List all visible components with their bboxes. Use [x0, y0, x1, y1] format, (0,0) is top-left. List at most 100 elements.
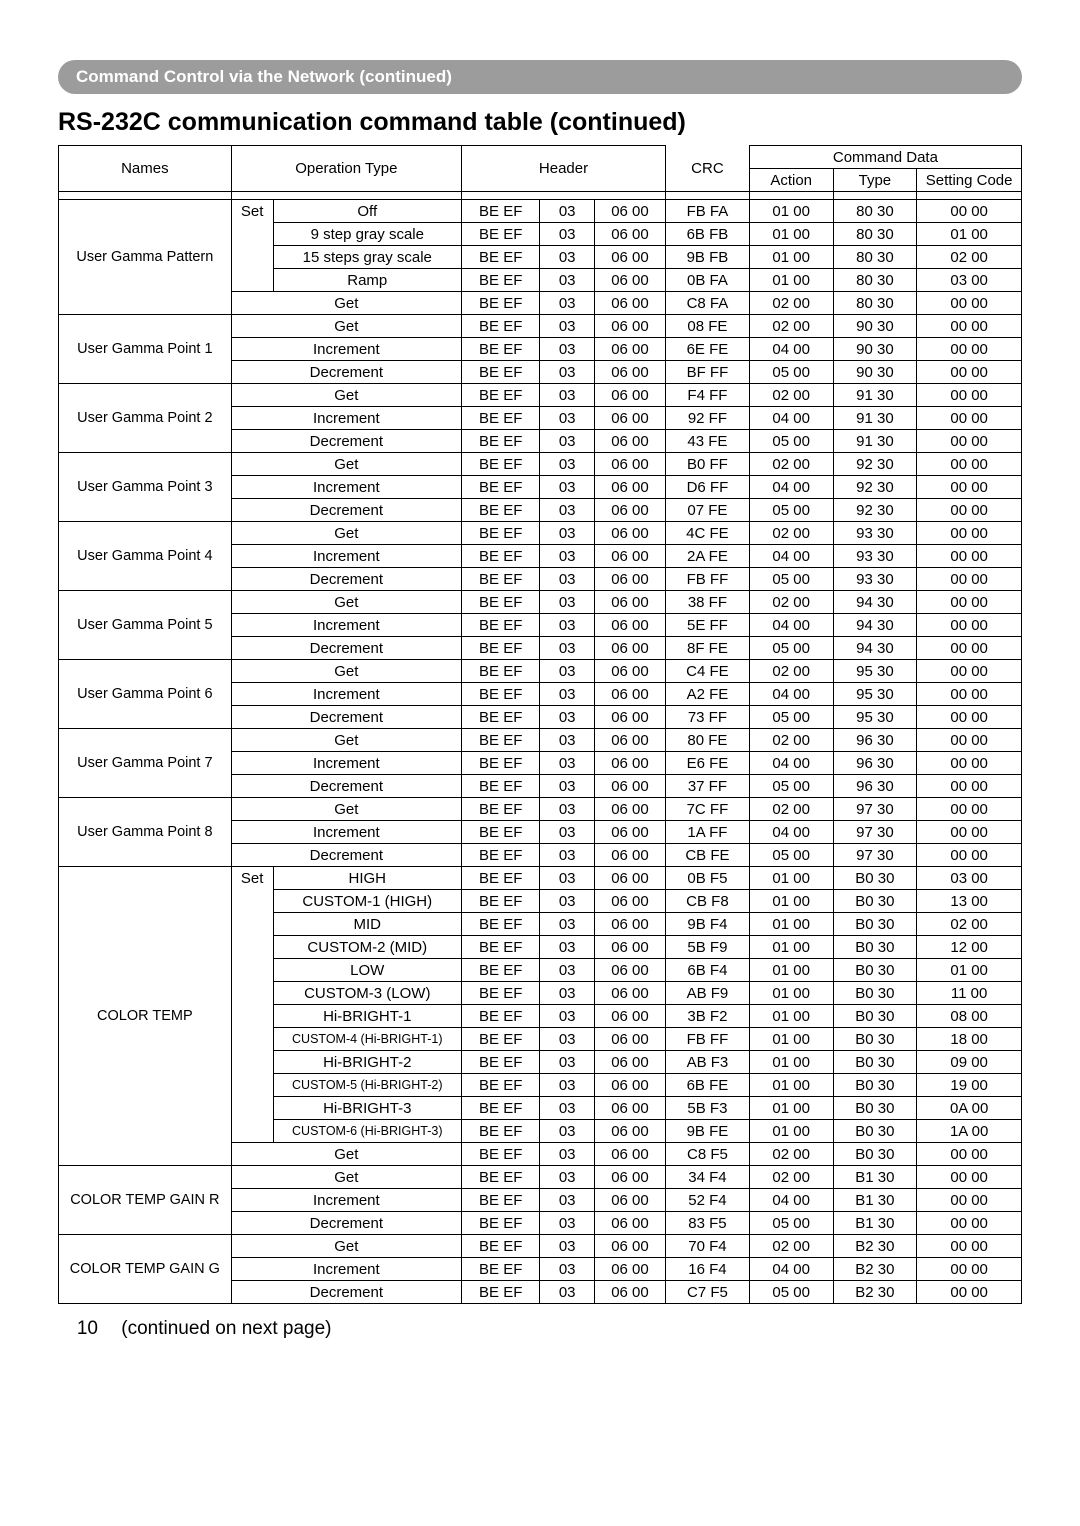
name-cell: User Gamma Point 8 [59, 798, 232, 867]
set-cell: Set [231, 867, 273, 1143]
action-cell: 01 00 [749, 1074, 833, 1097]
crc-cell: AB F3 [666, 1051, 750, 1074]
type-cell: B0 30 [833, 913, 917, 936]
setting-code-cell: 03 00 [917, 867, 1022, 890]
operation-cell: Increment [231, 407, 461, 430]
type-cell: 91 30 [833, 384, 917, 407]
operation-cell: Hi-BRIGHT-3 [273, 1097, 461, 1120]
col-header: Header [461, 146, 665, 192]
header-byte: 06 00 [594, 936, 665, 959]
header-byte: 03 [540, 844, 594, 867]
action-cell: 04 00 [749, 821, 833, 844]
col-type: Type [833, 169, 917, 192]
type-cell: 94 30 [833, 614, 917, 637]
action-cell: 05 00 [749, 1212, 833, 1235]
type-cell: B1 30 [833, 1212, 917, 1235]
operation-cell: Increment [231, 1189, 461, 1212]
action-cell: 01 00 [749, 982, 833, 1005]
header-byte: 03 [540, 1235, 594, 1258]
operation-cell: MID [273, 913, 461, 936]
action-cell: 01 00 [749, 223, 833, 246]
action-cell: 01 00 [749, 959, 833, 982]
header-byte: 06 00 [594, 821, 665, 844]
setting-code-cell: 00 00 [917, 798, 1022, 821]
crc-cell: 0B FA [666, 269, 750, 292]
header-byte: 06 00 [594, 338, 665, 361]
header-byte: BE EF [461, 660, 540, 683]
header-byte: 03 [540, 591, 594, 614]
type-cell: B0 30 [833, 1097, 917, 1120]
header-byte: 06 00 [594, 1143, 665, 1166]
header-byte: 06 00 [594, 1074, 665, 1097]
crc-cell: 9B FE [666, 1120, 750, 1143]
header-byte: 06 00 [594, 522, 665, 545]
action-cell: 05 00 [749, 637, 833, 660]
action-cell: 01 00 [749, 1005, 833, 1028]
command-table: Names Operation Type Header CRC Command … [58, 145, 1022, 1304]
setting-code-cell: 00 00 [917, 1189, 1022, 1212]
section-banner: Command Control via the Network (continu… [58, 60, 1022, 94]
setting-code-cell: 00 00 [917, 1212, 1022, 1235]
crc-cell: 38 FF [666, 591, 750, 614]
type-cell: B0 30 [833, 936, 917, 959]
header-byte: 03 [540, 223, 594, 246]
header-byte: 03 [540, 1143, 594, 1166]
setting-code-cell: 00 00 [917, 338, 1022, 361]
header-byte: BE EF [461, 913, 540, 936]
header-byte: 06 00 [594, 591, 665, 614]
operation-cell: Increment [231, 1258, 461, 1281]
header-byte: BE EF [461, 614, 540, 637]
header-byte: 03 [540, 729, 594, 752]
header-byte: 03 [540, 913, 594, 936]
header-byte: 06 00 [594, 1051, 665, 1074]
header-byte: BE EF [461, 752, 540, 775]
setting-code-cell: 00 00 [917, 407, 1022, 430]
setting-code-cell: 00 00 [917, 430, 1022, 453]
type-cell: 90 30 [833, 338, 917, 361]
type-cell: 97 30 [833, 844, 917, 867]
name-cell: User Gamma Point 7 [59, 729, 232, 798]
page-number: 10 [58, 1318, 98, 1340]
header-byte: 06 00 [594, 890, 665, 913]
header-byte: BE EF [461, 384, 540, 407]
setting-code-cell: 11 00 [917, 982, 1022, 1005]
table-row: User Gamma Point 2GetBE EF0306 00F4 FF02… [59, 384, 1022, 407]
header-byte: BE EF [461, 568, 540, 591]
action-cell: 02 00 [749, 315, 833, 338]
header-byte: 03 [540, 545, 594, 568]
operation-cell: Get [231, 292, 461, 315]
setting-code-cell: 00 00 [917, 729, 1022, 752]
setting-code-cell: 00 00 [917, 1258, 1022, 1281]
setting-code-cell: 03 00 [917, 269, 1022, 292]
setting-code-cell: 00 00 [917, 545, 1022, 568]
col-operation-type: Operation Type [231, 146, 461, 192]
type-cell: 94 30 [833, 637, 917, 660]
header-byte: 03 [540, 867, 594, 890]
header-byte: BE EF [461, 1166, 540, 1189]
operation-cell: Increment [231, 821, 461, 844]
table-title: RS-232C communication command table (con… [58, 108, 1022, 137]
setting-code-cell: 0A 00 [917, 1097, 1022, 1120]
type-cell: B0 30 [833, 867, 917, 890]
header-byte: 06 00 [594, 269, 665, 292]
type-cell: B0 30 [833, 959, 917, 982]
header-byte: 03 [540, 637, 594, 660]
header-byte: 06 00 [594, 706, 665, 729]
action-cell: 01 00 [749, 867, 833, 890]
header-byte: 06 00 [594, 614, 665, 637]
crc-cell: 8F FE [666, 637, 750, 660]
setting-code-cell: 00 00 [917, 1166, 1022, 1189]
header-byte: BE EF [461, 430, 540, 453]
operation-cell: Increment [231, 683, 461, 706]
crc-cell: FB FF [666, 568, 750, 591]
setting-code-cell: 00 00 [917, 660, 1022, 683]
setting-code-cell: 00 00 [917, 844, 1022, 867]
header-byte: BE EF [461, 200, 540, 223]
name-cell: User Gamma Pattern [59, 200, 232, 315]
type-cell: 92 30 [833, 476, 917, 499]
header-byte: BE EF [461, 591, 540, 614]
header-byte: 06 00 [594, 568, 665, 591]
operation-cell: Hi-BRIGHT-1 [273, 1005, 461, 1028]
operation-cell: Hi-BRIGHT-2 [273, 1051, 461, 1074]
operation-cell: Get [231, 1143, 461, 1166]
